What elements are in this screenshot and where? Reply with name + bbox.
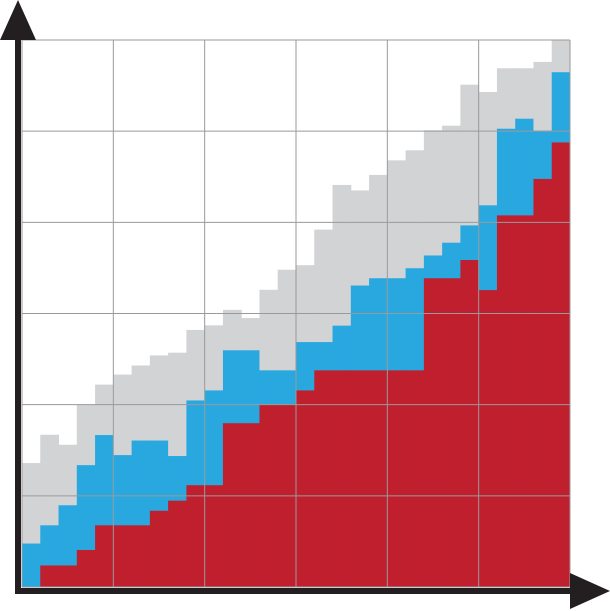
- step-segment: [350, 370, 370, 588]
- step-segment: [186, 484, 206, 588]
- step-segment: [460, 259, 480, 588]
- step-segment: [533, 130, 553, 179]
- step-segment: [442, 277, 461, 588]
- step-segment: [496, 68, 516, 129]
- step-segment: [387, 370, 407, 588]
- step-segment: [186, 400, 206, 486]
- step-segment: [551, 71, 571, 143]
- step-segment: [95, 525, 114, 588]
- step-segment: [204, 325, 224, 391]
- step-segment: [496, 128, 516, 216]
- step-segment: [22, 543, 41, 588]
- step-segment: [277, 370, 297, 405]
- step-segment: [551, 142, 571, 588]
- step-segment: [222, 309, 242, 351]
- step-segment: [314, 341, 334, 371]
- step-segment: [296, 265, 315, 343]
- step-segment: [314, 229, 334, 343]
- y-axis-arrow: [0, 0, 36, 40]
- step-segment: [332, 184, 352, 326]
- step-segment: [149, 355, 169, 441]
- step-segment: [533, 61, 553, 131]
- step-segment: [113, 374, 133, 456]
- step-segment: [460, 225, 480, 261]
- step-segment: [241, 318, 260, 351]
- step-segment: [241, 349, 260, 424]
- step-segment: [76, 404, 96, 466]
- step-segment: [58, 504, 78, 566]
- step-segment: [350, 285, 370, 371]
- step-segment: [259, 289, 279, 371]
- step-segment: [40, 525, 60, 566]
- step-segment: [387, 277, 407, 371]
- step-segment: [423, 130, 443, 256]
- step-segment: [496, 215, 516, 588]
- step-segment: [515, 118, 534, 216]
- plot-area: [21, 39, 571, 588]
- step-segment: [76, 549, 96, 588]
- step-segment: [259, 370, 279, 405]
- step-segment: [442, 242, 461, 279]
- step-segment: [405, 150, 425, 269]
- step-segment: [296, 390, 315, 588]
- step-segment: [350, 190, 370, 286]
- step-segment: [168, 455, 187, 501]
- step-segment: [22, 463, 41, 544]
- step-segment: [131, 365, 151, 441]
- step-segment: [442, 125, 461, 243]
- step-segment: [515, 215, 534, 588]
- step-segment: [478, 289, 498, 588]
- step-segment: [168, 500, 187, 588]
- step-segment: [95, 384, 114, 436]
- step-segment: [387, 160, 407, 279]
- step-segment: [515, 68, 534, 119]
- step-segment: [204, 390, 224, 486]
- step-segment: [369, 370, 388, 588]
- step-segment: [186, 329, 206, 401]
- step-segment: [369, 174, 388, 279]
- step-segment: [58, 444, 78, 506]
- step-segment: [204, 484, 224, 588]
- step-segment: [222, 422, 242, 588]
- step-segment: [58, 565, 78, 588]
- step-segment: [405, 370, 425, 588]
- step-segment: [277, 269, 297, 371]
- step-segment: [296, 341, 315, 391]
- step-segment: [533, 178, 553, 588]
- step-segment: [369, 277, 388, 371]
- step-segment: [478, 91, 498, 206]
- step-segment: [131, 440, 151, 526]
- x-axis-arrow: [570, 573, 610, 609]
- step-segment: [149, 440, 169, 511]
- step-segment: [40, 434, 60, 526]
- step-segment: [131, 525, 151, 588]
- step-segment: [222, 349, 242, 424]
- step-segment: [40, 565, 60, 588]
- step-segment: [551, 40, 571, 73]
- step-segment: [332, 325, 352, 371]
- step-segment: [76, 464, 96, 550]
- step-segment: [478, 205, 498, 291]
- step-segment: [332, 370, 352, 588]
- step-segment: [423, 277, 443, 588]
- step-segment: [405, 267, 425, 371]
- step-segment: [314, 370, 334, 588]
- step-segment: [113, 454, 133, 526]
- step-segment: [460, 84, 480, 226]
- step-segment: [95, 434, 114, 526]
- step-segment: [149, 510, 169, 588]
- step-segment: [423, 255, 443, 279]
- step-segment: [113, 525, 133, 588]
- step-segment: [241, 422, 260, 588]
